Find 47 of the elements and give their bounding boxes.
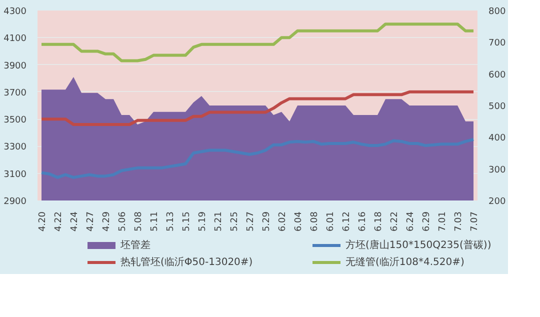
y-tick-label: 3700 xyxy=(4,88,27,98)
x-tick-label: 5.06 xyxy=(118,211,128,232)
y2-tick-label: 600 xyxy=(488,70,506,80)
legend-label: 热轧管坯(临沂Φ50-13020#) xyxy=(120,256,253,268)
x-tick-label: 5.13 xyxy=(166,211,176,232)
y2-tick-label: 400 xyxy=(488,134,506,144)
x-tick-label: 4.22 xyxy=(54,211,64,232)
x-tick-label: 5.19 xyxy=(198,211,208,232)
x-tick-label: 5.25 xyxy=(230,211,240,232)
y-tick-label: 3100 xyxy=(4,170,27,180)
x-tick-label: 6.08 xyxy=(310,211,320,232)
x-tick-label: 4.27 xyxy=(86,211,96,232)
x-tick-label: 5.11 xyxy=(150,211,160,232)
x-tick-label: 5.08 xyxy=(134,211,144,232)
y2-tick-label: 300 xyxy=(488,165,506,176)
x-tick-label: 5.15 xyxy=(182,211,192,232)
x-tick-label: 6.16 xyxy=(358,211,368,232)
x-tick-label: 5.27 xyxy=(246,211,256,232)
y-tick-label: 4100 xyxy=(4,34,27,44)
y2-tick-label: 500 xyxy=(488,102,506,112)
x-tick-label: 4.24 xyxy=(70,211,80,232)
legend-label: 坯管差 xyxy=(120,239,150,251)
x-tick-label: 5.21 xyxy=(214,211,224,232)
x-tick-label: 4.20 xyxy=(38,211,48,232)
x-tick-label: 6.29 xyxy=(422,211,432,232)
legend-label: 方坯(唐山150*150Q235(普碳)) xyxy=(346,239,492,251)
x-tick-label: 7.01 xyxy=(438,211,448,232)
x-tick-label: 6.12 xyxy=(342,211,352,232)
y2-tick-label: 800 xyxy=(488,7,506,17)
y-tick-label: 3300 xyxy=(4,142,27,153)
y2-tick-label: 700 xyxy=(488,38,506,49)
y2-tick-label: 200 xyxy=(488,197,506,207)
x-tick-label: 6.24 xyxy=(406,211,416,232)
x-tick-label: 7.03 xyxy=(454,211,464,232)
y-tick-label: 3900 xyxy=(4,61,27,72)
x-tick-label: 6.01 xyxy=(326,211,336,232)
x-tick-label: 6.18 xyxy=(374,211,384,232)
x-tick-label: 6.04 xyxy=(294,211,304,232)
x-tick-label: 5.29 xyxy=(262,211,272,232)
x-tick-label: 4.29 xyxy=(102,211,112,232)
x-tick-label: 6.02 xyxy=(278,211,288,232)
y-tick-label: 3500 xyxy=(4,116,27,126)
x-tick-label: 7.07 xyxy=(470,211,480,232)
legend-label: 无缝管(临沂108*4.520#) xyxy=(346,256,464,268)
x-tick-label: 6.22 xyxy=(390,211,400,232)
y-tick-label: 4300 xyxy=(4,7,27,17)
y-tick-label: 2900 xyxy=(4,197,27,207)
